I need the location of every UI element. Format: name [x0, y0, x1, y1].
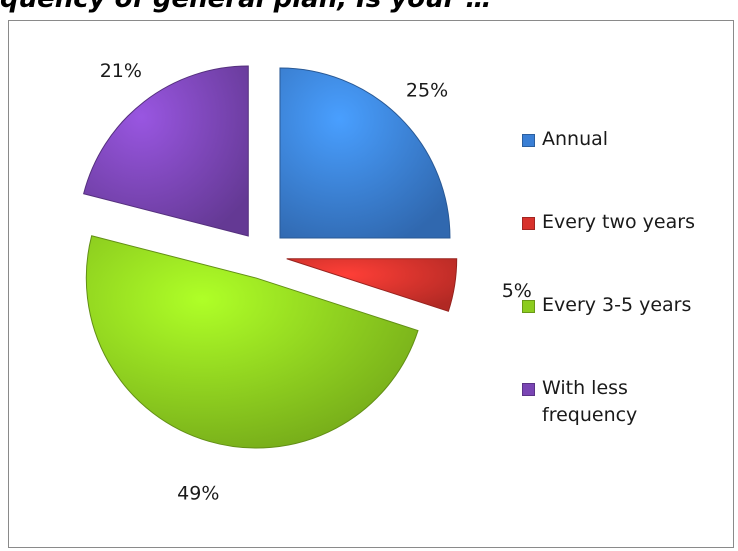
legend-swatch-every-3-5-years — [522, 300, 535, 313]
legend: Annual Every two years Every 3-5 years W… — [522, 126, 727, 458]
pie-slice-every-3-5-years — [85, 235, 419, 449]
legend-item-every-3-5-years: Every 3-5 years — [522, 292, 727, 375]
legend-item-every-two-years: Every two years — [522, 209, 727, 292]
chart-title: quency of general plan, Is your … — [0, 0, 492, 14]
data-label-every-3-5-years: 49% — [177, 482, 219, 504]
legend-item-with-less-frequency: With less frequency — [522, 375, 727, 458]
data-label-annual: 25% — [406, 79, 448, 101]
legend-swatch-every-two-years — [522, 217, 535, 230]
legend-label-every-3-5-years: Every 3-5 years — [542, 294, 692, 316]
pie-slice-every-two-years — [286, 258, 458, 312]
pie-slice-annual — [279, 67, 451, 239]
legend-swatch-with-less-frequency — [522, 383, 535, 396]
legend-label-annual: Annual — [542, 128, 609, 150]
pie-slice-with-less-frequency — [83, 65, 249, 237]
data-label-every-two-years: 5% — [502, 280, 532, 302]
legend-label-with-less-frequency: With less frequency — [542, 377, 638, 426]
legend-item-annual: Annual — [522, 126, 727, 209]
legend-swatch-annual — [522, 134, 535, 147]
data-label-with-less-frequency: 21% — [100, 60, 142, 82]
legend-label-every-two-years: Every two years — [542, 211, 695, 233]
